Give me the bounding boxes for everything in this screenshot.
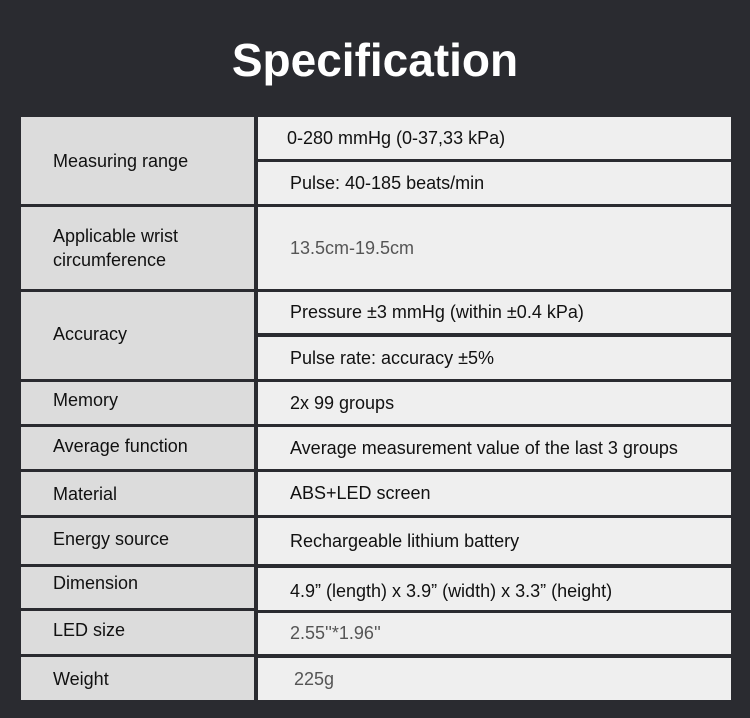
label-weight: Weight [21,657,254,700]
label-accuracy: Accuracy [21,292,254,379]
label-dimension: Dimension [21,567,254,608]
value-memory: 2x 99 groups [258,382,731,424]
value-weight: 225g [258,658,731,700]
value-energy-source: Rechargeable lithium battery [258,518,731,564]
value-led-size: 2.55''*1.96'' [258,613,731,654]
label-energy-source: Energy source [21,518,254,564]
value-pressure-accuracy: Pressure ±3 mmHg (within ±0.4 kPa) [258,292,731,333]
label-wrist-circumference: Applicable wrist circumference [21,207,254,289]
page-title: Specification [231,34,519,86]
value-pressure-range: 0-280 mmHg (0-37,33 kPa) [258,117,731,159]
value-pulse-range: Pulse: 40-185 beats/min [258,162,731,204]
value-wrist-circumference: 13.5cm-19.5cm [258,207,731,289]
label-average-function: Average function [21,427,254,469]
label-measuring-range: Measuring range [21,117,254,204]
value-dimension: 4.9” (length) x 3.9” (width) x 3.3” (hei… [258,568,731,610]
label-memory: Memory [21,382,254,424]
value-material: ABS+LED screen [258,472,731,515]
label-led-size: LED size [21,611,254,654]
value-pulse-accuracy: Pulse rate: accuracy ±5% [258,337,731,379]
value-average-function: Average measurement value of the last 3 … [258,427,731,469]
label-material: Material [21,472,254,515]
